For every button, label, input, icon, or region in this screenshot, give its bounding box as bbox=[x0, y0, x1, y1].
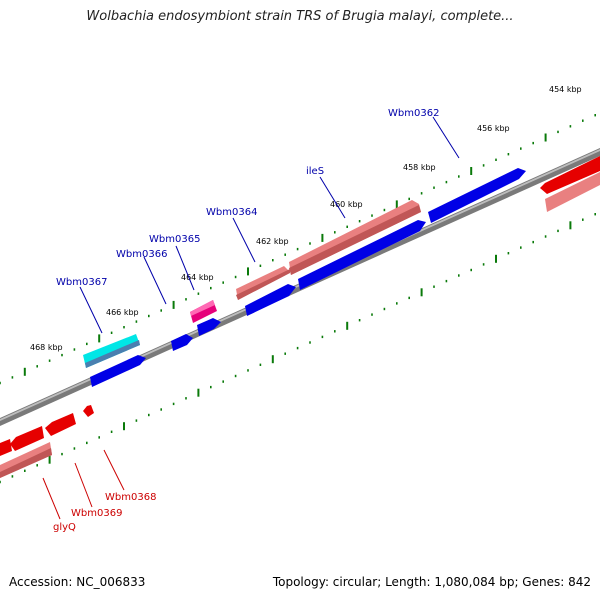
rna-features bbox=[0, 172, 600, 478]
map-title: Wolbachia endosymbiont strain TRS of Bru… bbox=[86, 9, 514, 24]
rna-wbm0364-shade bbox=[236, 269, 290, 300]
kbp-label-466: 466 kbp bbox=[106, 308, 139, 317]
kbp-label-464: 464 kbp bbox=[181, 273, 214, 282]
gene-labels-top: Wbm0362 ileS Wbm0364 Wbm0365 Wbm0366 Wbm… bbox=[56, 108, 439, 288]
leader-wbm0364 bbox=[232, 217, 256, 263]
forward-genes bbox=[90, 168, 526, 387]
accession-text: Accession: NC_006833 bbox=[9, 575, 146, 589]
gene-wbm0367-cyan-shade bbox=[85, 340, 140, 368]
genome-stats-text: Topology: circular; Length: 1,080,084 bp… bbox=[272, 575, 591, 589]
label-wbm0369[interactable]: Wbm0369 bbox=[71, 508, 122, 519]
gene-red-right[interactable] bbox=[540, 156, 600, 194]
gene-wbm0367[interactable] bbox=[90, 355, 146, 387]
kbp-label-468: 468 kbp bbox=[30, 343, 63, 352]
label-wbm0362[interactable]: Wbm0362 bbox=[388, 108, 439, 119]
tick-row-bottom bbox=[0, 213, 597, 484]
gene-wbm0364[interactable] bbox=[245, 284, 296, 316]
leader-wbm0365 bbox=[175, 245, 195, 291]
gene-wbm0369[interactable] bbox=[45, 413, 76, 436]
gene-wbm0362[interactable] bbox=[428, 168, 526, 223]
kbp-label-456: 456 kbp bbox=[477, 124, 510, 133]
leader-lines bbox=[42, 116, 460, 520]
leader-glyQ bbox=[42, 477, 61, 520]
label-wbm0364[interactable]: Wbm0364 bbox=[206, 207, 257, 218]
rna-right-edge[interactable] bbox=[545, 172, 600, 212]
reverse-genes bbox=[0, 156, 600, 456]
label-wbm0367[interactable]: Wbm0367 bbox=[56, 277, 107, 288]
kbp-label-462: 462 kbp bbox=[256, 237, 289, 246]
leader-wbm0368 bbox=[103, 449, 125, 491]
gene-ileS-cds[interactable] bbox=[298, 220, 426, 290]
label-wbm0368[interactable]: Wbm0368 bbox=[105, 492, 156, 503]
label-wbm0366[interactable]: Wbm0366 bbox=[116, 249, 167, 260]
gene-red-left-edge[interactable] bbox=[0, 439, 12, 456]
leader-ileS bbox=[319, 176, 346, 219]
label-glyQ[interactable]: glyQ bbox=[53, 522, 76, 533]
label-ileS[interactable]: ileS bbox=[306, 166, 324, 177]
tick-row-top bbox=[0, 114, 597, 385]
leader-wbm0366 bbox=[143, 256, 167, 305]
gene-glyQ[interactable] bbox=[10, 426, 44, 451]
rna-left-edge-shade bbox=[0, 448, 52, 478]
gene-wbm0365[interactable] bbox=[197, 318, 221, 336]
gene-wbm0368[interactable] bbox=[83, 405, 94, 417]
leader-wbm0367 bbox=[79, 286, 103, 334]
leader-wbm0362 bbox=[432, 116, 460, 159]
kbp-label-458: 458 kbp bbox=[403, 163, 436, 172]
kbp-label-454: 454 kbp bbox=[549, 85, 582, 94]
gene-wbm0366[interactable] bbox=[171, 334, 193, 351]
gene-labels-bottom: Wbm0368 Wbm0369 glyQ bbox=[53, 492, 156, 533]
leader-wbm0369 bbox=[74, 462, 93, 508]
gene-wbm0365-magenta-top bbox=[190, 300, 215, 316]
kbp-labels: 454 kbp 456 kbp 458 kbp 460 kbp 462 kbp … bbox=[30, 85, 582, 352]
label-wbm0365[interactable]: Wbm0365 bbox=[149, 234, 200, 245]
kbp-label-460: 460 kbp bbox=[330, 200, 363, 209]
rna-ileS-shade bbox=[289, 205, 421, 275]
